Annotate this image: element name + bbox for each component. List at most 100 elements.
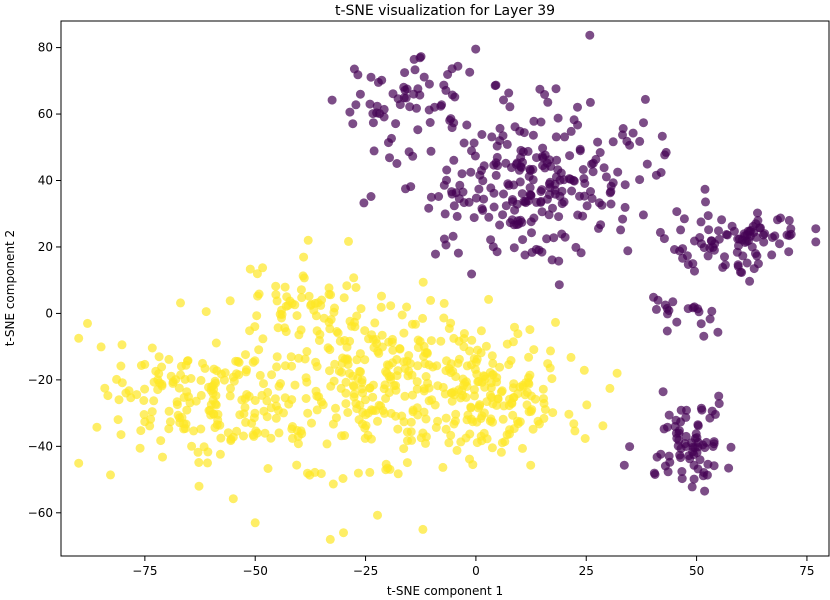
scatter-point xyxy=(405,102,415,112)
scatter-point xyxy=(525,183,535,193)
scatter-point xyxy=(347,321,357,331)
scatter-point xyxy=(573,102,582,112)
scatter-point xyxy=(249,431,259,441)
scatter-point xyxy=(543,97,553,107)
scatter-point xyxy=(498,414,508,424)
scatter-point xyxy=(670,422,680,431)
scatter-point xyxy=(732,247,742,257)
scatter-point xyxy=(653,295,663,305)
scatter-point xyxy=(651,170,661,180)
scatter-point xyxy=(481,341,491,351)
scatter-point xyxy=(385,153,394,163)
scatter-point xyxy=(551,132,561,142)
scatter-point xyxy=(690,266,699,276)
scatter-point xyxy=(262,396,272,406)
scatter-point xyxy=(399,328,409,338)
scatter-point xyxy=(420,348,430,358)
scatter-point xyxy=(176,298,185,308)
scatter-point xyxy=(469,138,479,148)
scatter-point xyxy=(154,352,164,362)
scatter-point xyxy=(676,405,686,415)
scatter-point xyxy=(578,165,588,174)
scatter-point xyxy=(356,304,366,314)
scatter-point xyxy=(601,172,611,182)
scatter-point xyxy=(226,383,235,393)
scatter-point xyxy=(426,192,436,202)
scatter-point xyxy=(272,362,282,372)
y-tick-label: 20 xyxy=(38,240,53,254)
scatter-point xyxy=(372,101,382,111)
scatter-point xyxy=(708,242,718,252)
scatter-point xyxy=(489,160,499,170)
scatter-point xyxy=(696,217,706,227)
scatter-point xyxy=(478,205,488,215)
scatter-point xyxy=(331,403,340,413)
scatter-point xyxy=(327,95,337,105)
scatter-point xyxy=(292,311,302,321)
scatter-point xyxy=(325,366,334,376)
scatter-point xyxy=(571,242,581,252)
scatter-point xyxy=(693,464,703,474)
scatter-point xyxy=(441,240,451,250)
scatter-point xyxy=(351,100,361,110)
scatter-point xyxy=(811,224,821,234)
scatter-point xyxy=(397,310,407,320)
scatter-point xyxy=(250,518,260,528)
scatter-point xyxy=(194,458,204,467)
scatter-point xyxy=(225,391,235,401)
scatter-point xyxy=(696,239,706,249)
scatter-point xyxy=(349,389,359,399)
scatter-point xyxy=(312,405,322,415)
scatter-point xyxy=(593,137,603,147)
scatter-point xyxy=(164,424,174,434)
scatter-point xyxy=(635,175,645,185)
scatter-point xyxy=(488,370,498,379)
scatter-point xyxy=(691,429,701,439)
scatter-point xyxy=(523,146,533,156)
scatter-point xyxy=(596,220,606,230)
scatter-point xyxy=(467,335,477,345)
scatter-point xyxy=(742,258,752,268)
scatter-point xyxy=(436,336,446,346)
scatter-point xyxy=(406,417,416,427)
scatter-point xyxy=(468,460,478,470)
scatter-point xyxy=(675,246,685,256)
scatter-point xyxy=(724,463,734,473)
scatter-point xyxy=(693,421,703,431)
scatter-point xyxy=(527,247,537,257)
scatter-point xyxy=(294,330,304,340)
scatter-point xyxy=(623,246,633,256)
scatter-point xyxy=(618,124,628,133)
scatter-point xyxy=(100,383,110,393)
scatter-point xyxy=(509,243,519,253)
scatter-point xyxy=(638,210,648,220)
scatter-point xyxy=(242,365,251,375)
scatter-point xyxy=(465,67,475,77)
scatter-point xyxy=(786,224,796,234)
scatter-point xyxy=(400,391,410,401)
scatter-point xyxy=(400,68,410,78)
scatter-point xyxy=(553,113,563,123)
scatter-point xyxy=(502,430,512,440)
scatter-point xyxy=(147,343,157,353)
scatter-point xyxy=(703,211,713,221)
scatter-point xyxy=(292,460,302,470)
scatter-point xyxy=(274,428,284,438)
scatter-point xyxy=(767,250,777,260)
scatter-point xyxy=(368,335,378,344)
scatter-point xyxy=(439,180,449,190)
scatter-point xyxy=(337,431,346,441)
scatter-point xyxy=(335,336,345,346)
scatter-point xyxy=(356,367,365,377)
y-tick-label: 40 xyxy=(38,174,53,188)
scatter-point xyxy=(679,214,689,224)
scatter-point xyxy=(271,413,281,423)
scatter-point xyxy=(196,424,206,434)
scatter-point xyxy=(96,342,106,352)
scatter-point xyxy=(811,237,821,247)
scatter-point xyxy=(412,384,422,394)
scatter-point xyxy=(391,411,401,421)
scatter-point xyxy=(357,378,367,388)
scatter-point xyxy=(368,109,378,119)
scatter-point xyxy=(395,344,405,354)
